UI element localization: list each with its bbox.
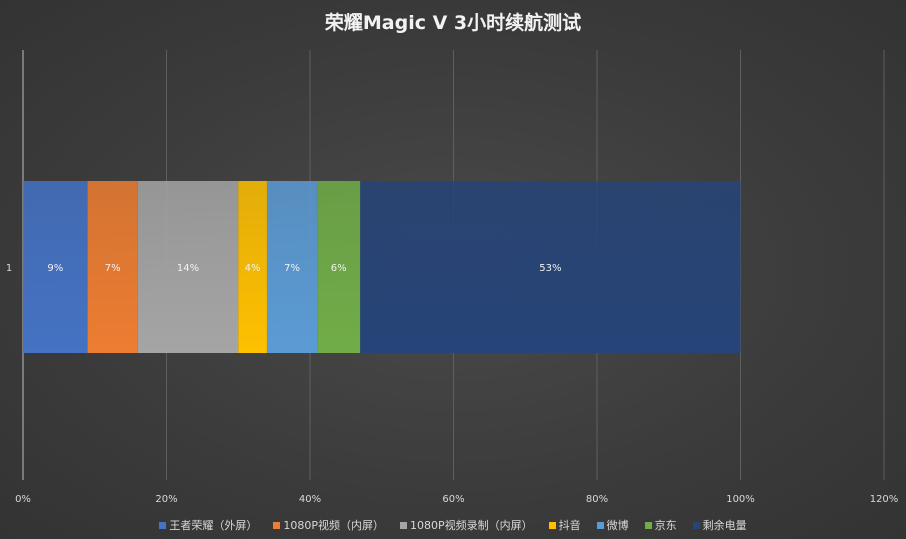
- legend-swatch: [400, 521, 407, 529]
- legend-swatch: [548, 521, 556, 529]
- legend-label: 京东: [654, 519, 677, 532]
- data-label: 14%: [177, 263, 199, 274]
- bar-segment: [360, 181, 741, 353]
- x-tick-label: 0%: [15, 494, 31, 505]
- bar-segment: [317, 181, 361, 353]
- x-tick-label: 100%: [726, 494, 755, 505]
- data-label: 7%: [284, 263, 300, 274]
- legend-item: 剩余电量: [692, 517, 747, 533]
- legend: 王者荣耀（外屏） 1080P视频（内屏） 1080P视频录制（内屏） 抖音 微博 京东 剩余…: [0, 517, 906, 533]
- bar-segment: [238, 181, 267, 353]
- legend-label: 1080P视频（内屏）: [283, 519, 384, 532]
- legend-swatch: [692, 521, 700, 529]
- legend-swatch: [596, 521, 604, 529]
- chart-title: 荣耀Magic V 3小时续航测试: [324, 12, 582, 34]
- legend-swatch: [644, 521, 652, 529]
- x-tick-label: 120%: [870, 494, 899, 505]
- bar-segment: [87, 181, 138, 353]
- x-tick-label: 40%: [299, 494, 321, 505]
- legend-item: 王者荣耀（外屏）: [159, 517, 257, 533]
- legend-label: 1080P视频录制（内屏）: [410, 519, 533, 532]
- bar-segment: [266, 181, 318, 353]
- legend-item: 1080P视频录制（内屏）: [400, 517, 533, 533]
- data-label: 4%: [245, 263, 261, 274]
- legend-label: 王者荣耀（外屏）: [169, 519, 258, 532]
- x-tick-label: 60%: [442, 494, 464, 505]
- legend-swatch: [273, 521, 281, 529]
- bar-segment: [23, 181, 88, 353]
- legend-item: 1080P视频（内屏）: [273, 517, 384, 533]
- legend-label: 微博: [606, 519, 629, 532]
- legend-item: 微博: [596, 517, 629, 533]
- legend-item: 京东: [644, 517, 677, 533]
- data-label: 7%: [105, 263, 121, 274]
- x-tick-label: 20%: [155, 494, 177, 505]
- legend-label: 剩余电量: [702, 519, 747, 532]
- legend-swatch: [159, 521, 167, 529]
- data-label: 53%: [539, 263, 561, 274]
- data-label: 6%: [331, 263, 347, 274]
- legend-label: 抖音: [558, 519, 581, 532]
- x-tick-label: 80%: [586, 494, 608, 505]
- bar-segment: [137, 181, 239, 353]
- data-label: 9%: [47, 263, 63, 274]
- legend-item: 抖音: [548, 517, 581, 533]
- y-category-label: 1: [6, 263, 12, 274]
